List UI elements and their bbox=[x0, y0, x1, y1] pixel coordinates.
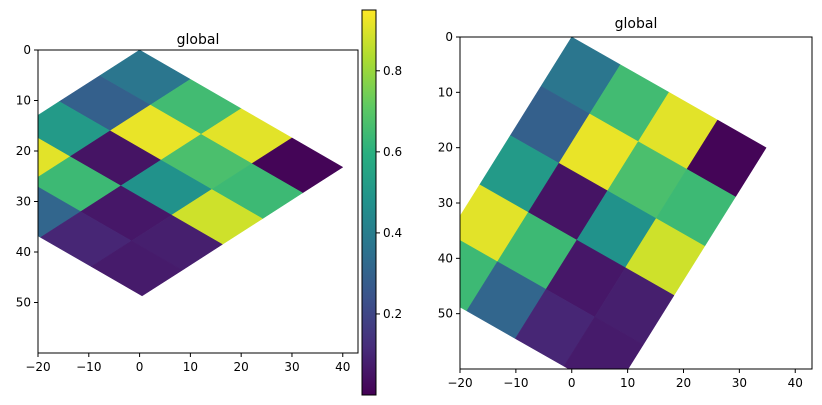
colorbar-tick-label: 0.8 bbox=[383, 64, 402, 78]
right-x-ticks: −20 −10 0 10 20 30 40 bbox=[447, 369, 803, 390]
colorbar-tick-label: 0.4 bbox=[383, 226, 402, 240]
colorbar: 0.2 0.4 0.6 0.8 bbox=[361, 9, 402, 396]
x-tick-label: 30 bbox=[284, 360, 299, 374]
heatmap-cell bbox=[563, 316, 644, 369]
y-tick-label: 0 bbox=[445, 30, 453, 44]
y-tick-label: 30 bbox=[16, 195, 31, 209]
x-tick-label: 40 bbox=[788, 376, 803, 390]
y-tick-label: 40 bbox=[16, 245, 31, 259]
x-tick-label: −10 bbox=[76, 360, 101, 374]
left-panel: global −20 −10 0 10 20 30 40 0 10 20 30 40 50 bbox=[16, 32, 359, 374]
x-tick-label: 30 bbox=[732, 376, 747, 390]
heatmap-cell bbox=[38, 137, 71, 178]
heatmap-cell bbox=[90, 240, 183, 297]
y-tick-label: 40 bbox=[438, 251, 453, 265]
x-tick-label: −20 bbox=[447, 376, 472, 390]
x-tick-label: 20 bbox=[676, 376, 691, 390]
y-tick-label: 0 bbox=[23, 43, 31, 57]
y-tick-label: 20 bbox=[16, 144, 31, 158]
x-tick-label: 0 bbox=[568, 376, 576, 390]
left-x-ticks: −20 −10 0 10 20 30 40 bbox=[25, 353, 350, 374]
colorbar-gradient bbox=[361, 9, 377, 396]
y-tick-label: 50 bbox=[438, 307, 453, 321]
y-tick-label: 20 bbox=[438, 141, 453, 155]
right-panel: global −20 −10 0 10 20 30 40 0 10 20 30 40 50 bbox=[438, 16, 813, 390]
left-y-ticks: 0 10 20 30 40 50 bbox=[16, 43, 38, 310]
x-tick-label: 0 bbox=[136, 360, 144, 374]
right-heatmap-cells bbox=[460, 37, 767, 369]
y-tick-label: 50 bbox=[16, 296, 31, 310]
left-title: global bbox=[177, 32, 220, 48]
x-tick-label: 40 bbox=[335, 360, 350, 374]
colorbar-tick-label: 0.6 bbox=[383, 145, 402, 159]
y-tick-label: 30 bbox=[438, 196, 453, 210]
right-title: global bbox=[615, 16, 658, 32]
x-tick-label: −10 bbox=[503, 376, 528, 390]
y-tick-label: 10 bbox=[16, 94, 31, 108]
y-tick-label: 10 bbox=[438, 85, 453, 99]
colorbar-ticks: 0.2 0.4 0.6 0.8 bbox=[376, 64, 402, 321]
x-tick-label: 10 bbox=[183, 360, 198, 374]
colorbar-tick-label: 0.2 bbox=[383, 307, 402, 321]
x-tick-label: 20 bbox=[234, 360, 249, 374]
right-y-ticks: 0 10 20 30 40 50 bbox=[438, 30, 460, 321]
x-tick-label: −20 bbox=[25, 360, 50, 374]
x-tick-label: 10 bbox=[620, 376, 635, 390]
left-heatmap-cells bbox=[38, 50, 344, 297]
